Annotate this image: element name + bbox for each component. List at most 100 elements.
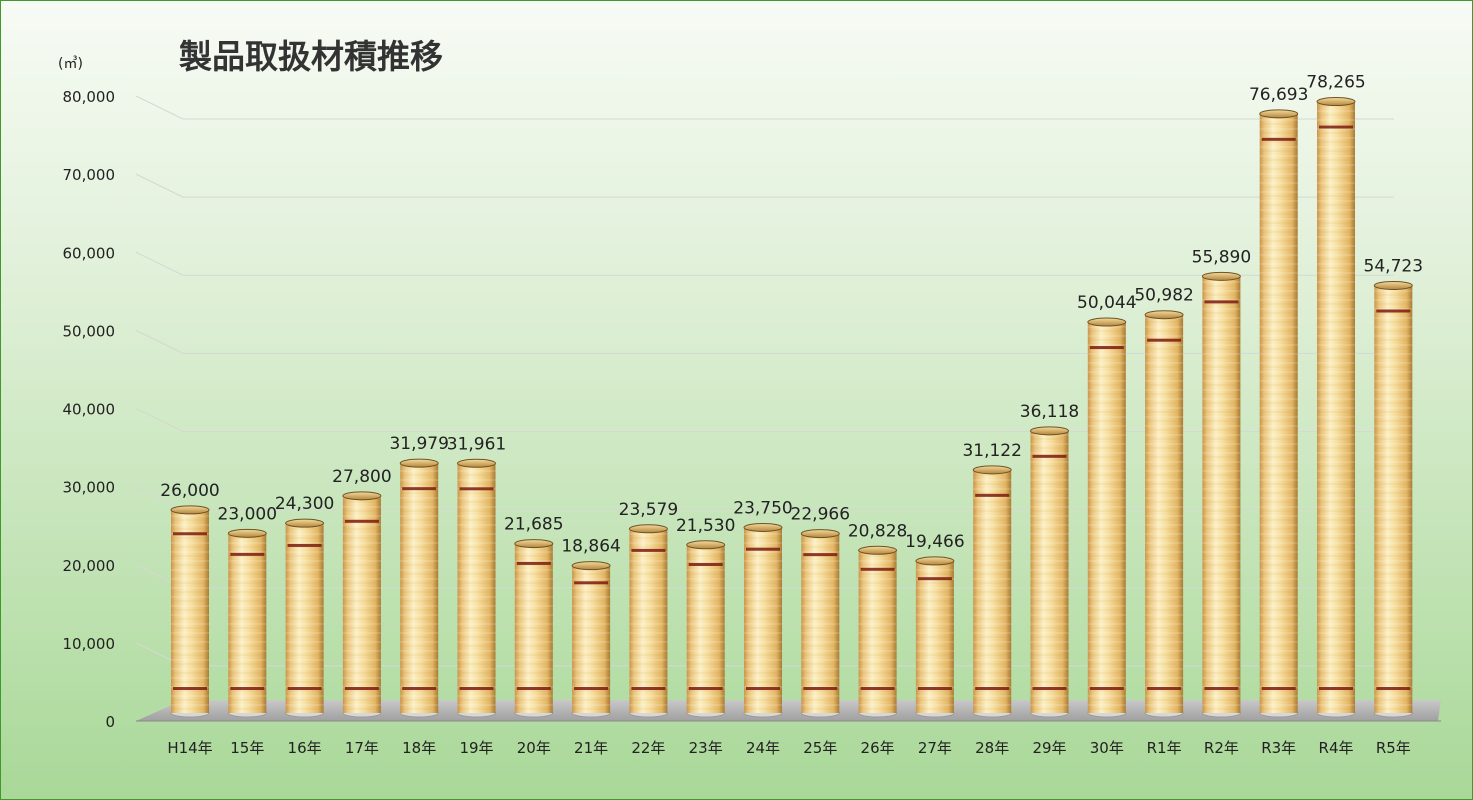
bar xyxy=(800,529,840,718)
bar-band xyxy=(917,577,952,581)
data-label: 18,864 xyxy=(561,537,620,557)
bar-band xyxy=(631,687,666,690)
data-label: 31,961 xyxy=(447,434,506,454)
x-tick-label: R5年 xyxy=(1376,739,1411,757)
bar-grain xyxy=(514,543,553,713)
y-tick-label: 10,000 xyxy=(63,635,116,653)
bar-top xyxy=(628,524,668,534)
y-tick-label: 40,000 xyxy=(63,401,116,419)
data-label: 31,122 xyxy=(962,441,1021,461)
y-tick-label: 50,000 xyxy=(63,322,116,340)
bar xyxy=(628,524,668,718)
bar-grain xyxy=(285,523,324,713)
bar-top xyxy=(1316,97,1356,107)
x-axis: H14年 15年 16年 17年 18年 19年 20年 21年 22年 23年 24年 25年 26年… xyxy=(167,739,1410,757)
gridline-diagonal xyxy=(135,408,184,432)
bar-band xyxy=(860,567,895,571)
data-label: 50,044 xyxy=(1077,293,1136,313)
bar xyxy=(858,545,898,718)
bar xyxy=(227,528,267,718)
y-tick-label: 30,000 xyxy=(63,479,116,497)
bar-grain xyxy=(1317,101,1355,713)
bar-band xyxy=(1204,300,1239,304)
bar xyxy=(915,556,955,718)
gridline-diagonal xyxy=(135,95,184,120)
bar-top xyxy=(743,522,783,532)
bar-grain xyxy=(342,495,381,713)
bar-band xyxy=(803,687,838,690)
bar-band xyxy=(746,687,780,690)
bar-grain xyxy=(1087,322,1126,713)
data-label: 21,530 xyxy=(676,516,735,536)
bar-band xyxy=(1204,687,1239,690)
bar-band xyxy=(287,687,322,690)
bar-band xyxy=(1319,125,1353,129)
bar-band xyxy=(516,687,551,690)
x-tick-label: 18年 xyxy=(402,739,436,757)
x-tick-label: 20年 xyxy=(517,739,551,757)
bar xyxy=(571,561,611,718)
bar-grain xyxy=(1374,285,1413,713)
x-tick-label: R4年 xyxy=(1319,739,1354,757)
x-tick-label: 19年 xyxy=(459,739,493,757)
bar-band xyxy=(574,687,609,690)
bar-top xyxy=(800,529,840,539)
bar xyxy=(285,518,325,718)
bar-band xyxy=(344,519,379,523)
bar-band xyxy=(975,493,1010,497)
data-label: 23,579 xyxy=(619,500,678,520)
x-tick-label: 17年 xyxy=(345,739,379,757)
bar-top xyxy=(1144,310,1184,320)
bar xyxy=(1201,271,1241,718)
gridline-diagonal xyxy=(135,173,184,198)
x-tick-label: R3年 xyxy=(1261,739,1296,757)
bar-grain xyxy=(686,544,725,713)
y-axis-unit-label: (㎥) xyxy=(58,56,83,72)
y-tick-label: 70,000 xyxy=(63,166,116,184)
bar-band xyxy=(917,687,952,690)
data-label: 24,300 xyxy=(275,494,334,514)
data-label: 26,000 xyxy=(160,481,219,501)
bar-band xyxy=(860,687,895,690)
bar-grain xyxy=(1259,113,1298,713)
y-tick-label: 80,000 xyxy=(63,88,116,106)
bar xyxy=(342,491,382,718)
bar xyxy=(1316,97,1356,718)
bar-grain xyxy=(228,533,267,713)
bar-band xyxy=(402,487,437,491)
bar-band xyxy=(173,532,207,536)
bar-band xyxy=(803,553,838,557)
bar-top xyxy=(1373,280,1413,290)
bar xyxy=(972,465,1012,718)
bar-band xyxy=(688,562,723,566)
bar-band xyxy=(1376,687,1411,690)
bar xyxy=(1144,310,1184,718)
gridlines xyxy=(135,95,1394,667)
bar-top xyxy=(170,505,210,515)
bar-band xyxy=(1089,346,1124,350)
x-tick-label: 24年 xyxy=(746,739,780,757)
bar xyxy=(514,539,554,718)
x-tick-label: 21年 xyxy=(574,739,608,757)
bar-band xyxy=(574,581,609,585)
bar-band xyxy=(402,687,437,690)
data-label: 27,800 xyxy=(332,467,391,487)
bar-band xyxy=(631,548,666,552)
bar-grain xyxy=(858,550,897,713)
data-label: 23,750 xyxy=(733,498,792,518)
bar-top xyxy=(227,528,267,538)
data-label: 22,966 xyxy=(791,505,850,525)
y-tick-label: 0 xyxy=(105,713,115,731)
gridline-diagonal xyxy=(135,251,184,276)
x-tick-label: 15年 xyxy=(230,739,264,757)
x-tick-label: 27年 xyxy=(918,739,952,757)
gridline-diagonal xyxy=(135,486,184,511)
bar xyxy=(170,505,210,718)
bar xyxy=(1087,317,1127,718)
bar-grain xyxy=(572,565,611,713)
data-label: 23,000 xyxy=(218,504,277,524)
bar-grain xyxy=(457,463,496,713)
bar-top xyxy=(399,458,439,468)
